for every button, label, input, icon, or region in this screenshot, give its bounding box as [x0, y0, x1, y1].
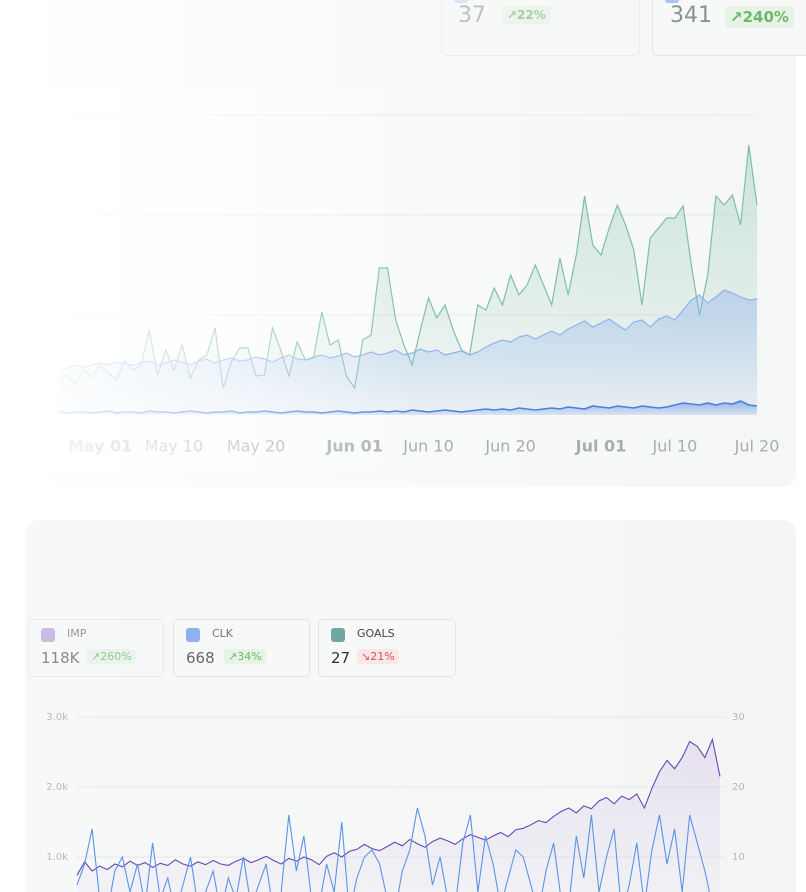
area-fill	[59, 401, 757, 415]
metric-tile[interactable]: GOALS 27 ↘21%	[318, 619, 456, 677]
metric-value: 668	[186, 649, 215, 667]
metric-label: CLK	[212, 627, 234, 640]
y2-tick-label: 10	[732, 852, 745, 863]
y-tick-label: 1.0k	[46, 852, 68, 863]
metric-value: 341	[670, 3, 712, 28]
metric-tile[interactable]: CLK 668 ↗34%	[173, 619, 310, 677]
checkbox[interactable]	[186, 628, 200, 642]
metric-change: ↗260%	[87, 649, 136, 664]
y2-tick-label: 30	[732, 712, 745, 723]
metric-value: 37	[458, 3, 486, 28]
metric-value: 118K	[41, 649, 80, 667]
metrics-chart: 1.0k 2.0k 3.0k 10 20 30	[46, 712, 745, 892]
x-tick-label: Jul 20	[734, 437, 780, 456]
metric-label: IMP	[67, 627, 87, 640]
checkbox[interactable]	[665, 0, 679, 3]
metric-tile[interactable]: 37 ↗22%	[441, 0, 640, 56]
fade-overlay	[0, 90, 420, 470]
y-tick-label: 2.0k	[46, 782, 68, 793]
metric-label: GOALS	[357, 627, 395, 640]
y2-tick-label: 20	[732, 782, 745, 793]
y-tick-label: 3.0k	[46, 712, 68, 723]
checkbox[interactable]	[41, 628, 55, 642]
metric-change: ↗240%	[725, 6, 794, 28]
metric-change: ↗22%	[502, 6, 551, 24]
metric-value: 27	[331, 649, 351, 667]
series-line	[76, 807, 710, 892]
metric-change: ↗34%	[224, 649, 266, 664]
x-tick-label: Jul 10	[652, 437, 698, 456]
area-fill	[77, 739, 720, 892]
checkbox[interactable]	[454, 0, 468, 3]
x-tick-label: Jul 01	[575, 437, 627, 456]
metric-change: ↘21%	[357, 649, 399, 664]
checkbox[interactable]	[331, 628, 345, 642]
series-line	[76, 737, 721, 876]
metric-tile[interactable]: 341 ↗240%	[652, 0, 806, 56]
metric-tile[interactable]: IMP 118K ↗260%	[28, 619, 164, 677]
x-tick-label: Jun 20	[484, 437, 535, 456]
